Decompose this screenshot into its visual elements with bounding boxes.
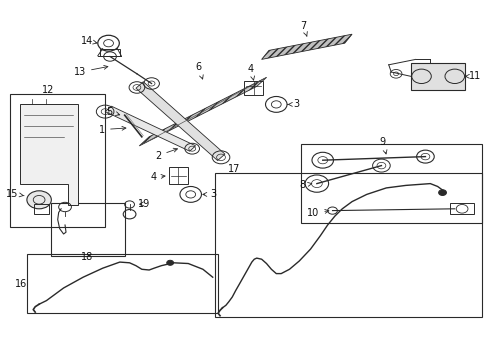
Text: 6: 6	[195, 62, 203, 79]
Bar	[34, 204, 49, 214]
Text: 1: 1	[99, 125, 125, 135]
Text: 5: 5	[106, 107, 120, 117]
Bar	[10, 94, 105, 227]
Bar	[100, 49, 120, 56]
Circle shape	[27, 191, 51, 209]
Bar	[27, 254, 217, 313]
Text: 18: 18	[81, 252, 93, 262]
Polygon shape	[261, 34, 351, 59]
Bar	[300, 144, 481, 223]
Text: 4: 4	[150, 172, 164, 182]
Text: 12: 12	[41, 85, 54, 95]
Text: 19: 19	[138, 199, 150, 209]
Text: 3: 3	[287, 99, 299, 109]
Text: 15: 15	[6, 189, 24, 199]
Text: 14: 14	[81, 36, 97, 46]
Bar	[215, 173, 481, 317]
Text: 4: 4	[247, 64, 254, 80]
Text: 7: 7	[300, 21, 306, 36]
Circle shape	[166, 260, 173, 265]
Text: 10: 10	[306, 208, 328, 218]
Text: 9: 9	[379, 137, 386, 154]
Text: 8: 8	[299, 180, 311, 190]
Bar	[168, 167, 188, 184]
Bar	[51, 203, 124, 256]
Circle shape	[438, 190, 446, 195]
Bar	[410, 63, 464, 90]
Text: 16: 16	[15, 279, 27, 289]
Polygon shape	[105, 106, 195, 151]
Text: 13: 13	[74, 66, 108, 77]
Polygon shape	[139, 77, 266, 146]
Text: 2: 2	[155, 148, 177, 161]
Text: 11: 11	[465, 71, 481, 81]
Polygon shape	[20, 104, 78, 205]
Polygon shape	[136, 82, 224, 161]
Text: 3: 3	[203, 189, 216, 199]
Bar	[244, 81, 263, 95]
Bar	[449, 203, 473, 214]
Text: 17: 17	[228, 164, 240, 174]
